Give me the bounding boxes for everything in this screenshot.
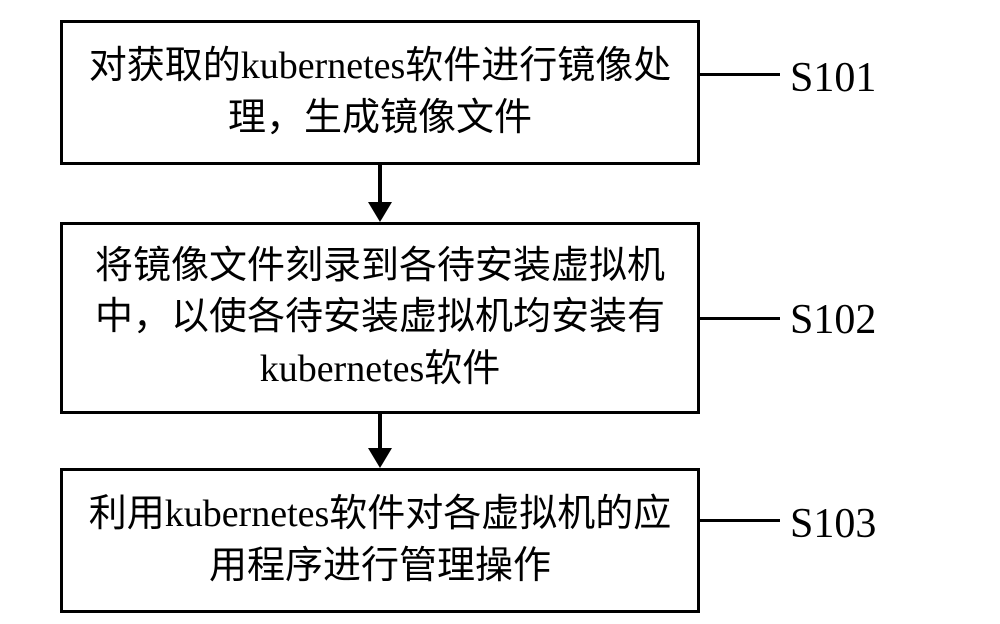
leader-s102 — [700, 317, 780, 320]
step-box-s103: 利用kubernetes软件对各虚拟机的应用程序进行管理操作 — [60, 468, 700, 613]
step-label-s102: S102 — [790, 296, 876, 344]
step-label-s101: S101 — [790, 54, 876, 102]
leader-s101 — [700, 73, 780, 76]
step-label-s103: S103 — [790, 500, 876, 548]
leader-s103 — [700, 519, 780, 522]
label-text: S101 — [790, 55, 876, 101]
flowchart-canvas: 对获取的kubernetes软件进行镜像处理，生成镜像文件 将镜像文件刻录到各待… — [0, 0, 1000, 624]
arrow-shaft-1 — [378, 165, 382, 202]
step-box-s101: 对获取的kubernetes软件进行镜像处理，生成镜像文件 — [60, 20, 700, 165]
arrow-head-2 — [368, 448, 392, 468]
label-text: S102 — [790, 297, 876, 343]
arrow-head-1 — [368, 202, 392, 222]
step-text: 将镜像文件刻录到各待安装虚拟机中，以使各待安装虚拟机均安装有kubernetes… — [87, 241, 673, 395]
step-text: 对获取的kubernetes软件进行镜像处理，生成镜像文件 — [87, 41, 673, 144]
step-box-s102: 将镜像文件刻录到各待安装虚拟机中，以使各待安装虚拟机均安装有kubernetes… — [60, 222, 700, 414]
step-text: 利用kubernetes软件对各虚拟机的应用程序进行管理操作 — [87, 489, 673, 592]
arrow-shaft-2 — [378, 414, 382, 448]
label-text: S103 — [790, 501, 876, 547]
